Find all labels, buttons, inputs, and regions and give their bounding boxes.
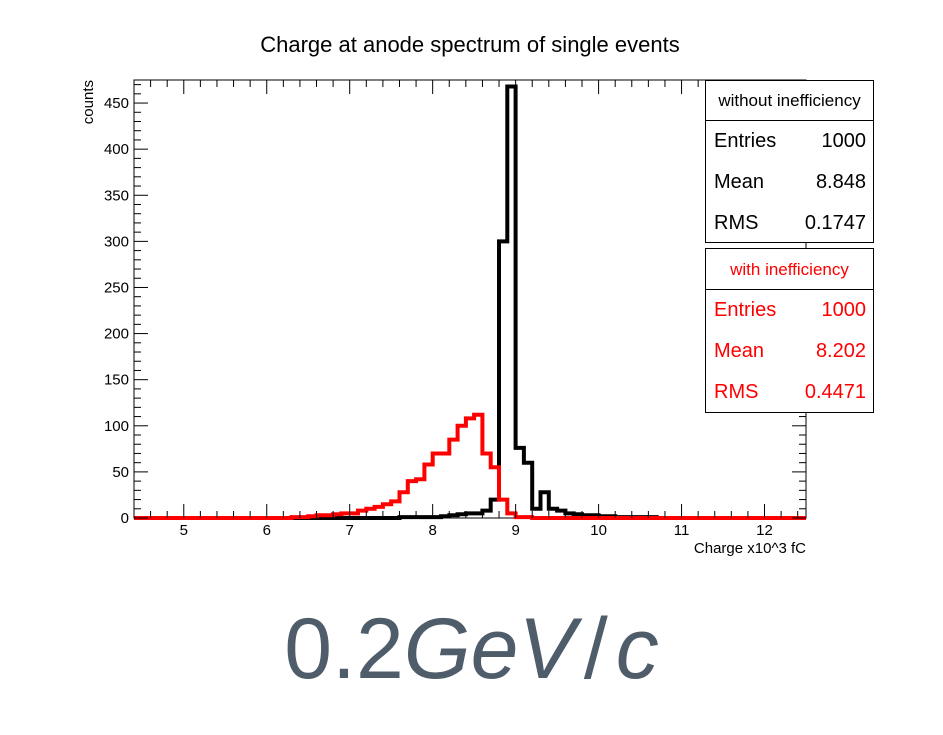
x-tick-label: 11 <box>674 522 690 539</box>
y-tick-label: 450 <box>104 95 129 112</box>
stats-value: 0.1747 <box>804 212 866 234</box>
stats-row-entries: Entries 1000 <box>706 121 873 162</box>
stats-label: RMS <box>714 212 759 234</box>
y-tick-label: 150 <box>104 372 129 389</box>
x-tick-label: 8 <box>428 522 436 539</box>
momentum-c: c <box>615 601 659 697</box>
momentum-unit: GeV <box>403 601 576 697</box>
stats-label: Mean <box>714 340 765 362</box>
y-tick-label: 300 <box>104 233 129 250</box>
stats-box-title: without inefficiency <box>706 81 873 121</box>
stats-label: Entries <box>714 130 777 152</box>
y-tick-label: 100 <box>104 418 129 435</box>
histogram-series-with-inefficiency <box>134 412 806 520</box>
stats-row-mean: Mean 8.848 <box>706 162 873 203</box>
stats-value: 1000 <box>821 130 867 152</box>
x-tick-label: 5 <box>180 522 188 539</box>
y-tick-label: 250 <box>104 279 129 296</box>
stats-box-with-inefficiency: with inefficiency Entries 1000 Mean 8.20… <box>705 248 874 413</box>
stats-row-entries: Entries 1000 <box>706 290 873 331</box>
stats-row-mean: Mean 8.202 <box>706 331 873 372</box>
histogram-chart: Charge at anode spectrum of single event… <box>80 32 807 557</box>
stats-label: Mean <box>714 171 765 193</box>
y-tick-label: 400 <box>104 141 129 158</box>
stats-box-without-inefficiency: without inefficiency Entries 1000 Mean 8… <box>705 80 874 243</box>
x-tick-label: 6 <box>263 522 271 539</box>
momentum-label: 0.2GeV/c <box>0 600 943 699</box>
axes: 5 6 7 8 9 10 11 12 0 50 100 150 200 250 300 350 400 450 <box>104 80 806 539</box>
stats-row-rms: RMS 0.4471 <box>706 372 873 413</box>
stats-value: 8.202 <box>815 340 866 362</box>
stats-row-rms: RMS 0.1747 <box>706 203 873 243</box>
stats-box-title: with inefficiency <box>706 249 873 290</box>
stats-label: Entries <box>714 299 777 321</box>
y-tick-label: 200 <box>104 326 129 343</box>
x-tick-label: 10 <box>590 522 607 539</box>
momentum-slash: / <box>583 601 608 697</box>
y-tick-label: 50 <box>112 464 129 481</box>
y-axis-title: counts <box>80 80 97 124</box>
stats-label: RMS <box>714 381 759 403</box>
x-axis-title: Charge x10^3 fC <box>694 540 806 557</box>
y-tick-label: 350 <box>104 187 129 204</box>
stats-value: 8.848 <box>815 171 866 193</box>
stats-value: 0.4471 <box>804 381 866 403</box>
stats-value: 1000 <box>821 299 867 321</box>
x-tick-label: 7 <box>346 522 354 539</box>
x-tick-label: 9 <box>511 522 519 539</box>
momentum-number: 0.2 <box>284 601 404 697</box>
y-tick-label: 0 <box>121 510 129 527</box>
chart-title: Charge at anode spectrum of single event… <box>260 32 679 57</box>
x-tick-label: 12 <box>756 522 773 539</box>
